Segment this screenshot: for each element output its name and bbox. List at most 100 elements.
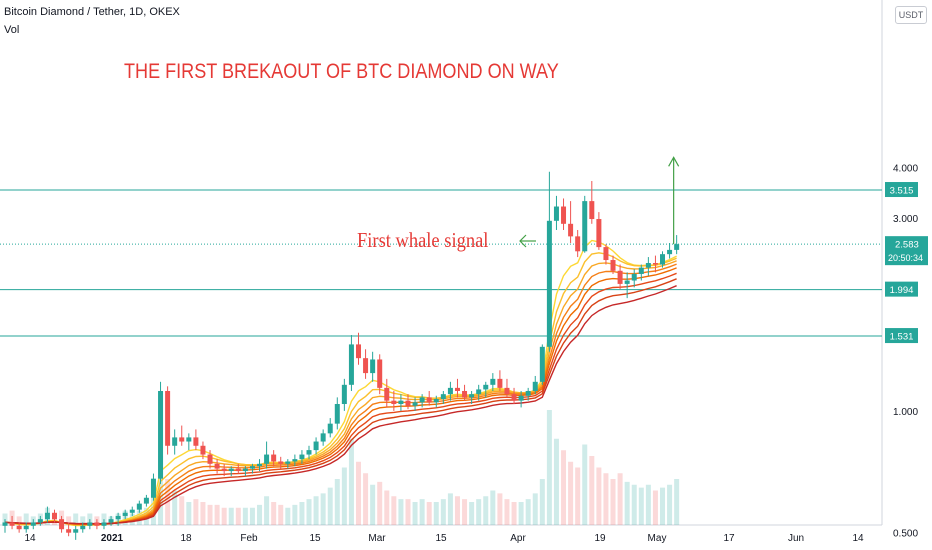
ema-ribbon	[4, 239, 677, 527]
level-label-bg	[885, 281, 918, 297]
time-tick-label: 2021	[101, 533, 124, 544]
volume-bar	[179, 496, 185, 525]
candle	[341, 378, 347, 411]
volume-bar	[667, 484, 673, 525]
candle	[497, 370, 503, 391]
candle-body	[122, 512, 128, 516]
candle-body	[285, 461, 291, 464]
candle	[264, 441, 270, 469]
time-tick-label: 15	[309, 533, 321, 544]
volume-bar	[652, 490, 658, 525]
candle	[377, 354, 383, 395]
volume-bar	[200, 502, 206, 525]
candle-body	[271, 454, 277, 462]
candle	[136, 500, 142, 513]
price-tick-label: 1.000	[893, 407, 918, 418]
volume-bar	[454, 496, 460, 525]
volume-bar	[631, 484, 637, 525]
candle-body	[165, 390, 171, 446]
candle	[363, 349, 369, 379]
candle-body	[51, 512, 57, 520]
candle	[454, 378, 460, 398]
volume-bar	[433, 502, 439, 525]
time-tick-label: 19	[594, 533, 606, 544]
candle-body	[30, 522, 36, 526]
candle	[214, 459, 220, 474]
candle-body	[242, 468, 248, 472]
candle	[596, 212, 602, 250]
time-tick-label: May	[648, 533, 667, 544]
candle-body	[645, 263, 651, 268]
candle	[80, 522, 86, 533]
time-tick-label: 15	[435, 533, 447, 544]
candle-body	[638, 267, 644, 274]
candle-body	[356, 344, 361, 359]
candle	[94, 519, 100, 530]
candle-body	[426, 397, 432, 403]
candle-body	[44, 512, 50, 520]
candle	[334, 397, 340, 430]
candle-body	[589, 201, 595, 220]
candle-body	[80, 525, 86, 530]
candle-body	[299, 454, 305, 460]
whale-arrow	[519, 234, 536, 248]
candle	[568, 201, 574, 244]
volume-bar	[370, 484, 376, 525]
candle	[589, 181, 595, 224]
volume-bar	[299, 502, 305, 525]
volume-bar	[320, 493, 326, 525]
volume-bar	[440, 499, 446, 525]
candle-body	[94, 522, 100, 526]
candle-body	[186, 437, 192, 442]
candle-body	[419, 397, 425, 403]
volume-bar	[221, 507, 227, 525]
candle	[37, 515, 43, 526]
candle	[370, 351, 376, 382]
candle	[306, 445, 312, 460]
candle	[108, 515, 114, 526]
level-label-bg	[885, 328, 918, 344]
candle-body	[37, 519, 43, 523]
candle	[2, 519, 8, 533]
volume-bar	[285, 507, 291, 525]
volume-bar	[483, 496, 489, 525]
volume-bar	[582, 444, 588, 525]
arrow-head	[668, 156, 680, 167]
candle	[553, 195, 559, 230]
volume-bar	[490, 490, 496, 525]
candle	[257, 459, 263, 472]
candle	[278, 456, 284, 469]
candle-body	[624, 280, 630, 284]
volume-bar	[561, 450, 567, 525]
volume-bar	[278, 504, 284, 525]
volume-bar	[447, 493, 453, 525]
volume-bar	[405, 499, 411, 525]
candle	[384, 378, 390, 408]
candle	[59, 515, 65, 533]
volume-bar	[73, 513, 79, 525]
candle	[440, 390, 446, 405]
candle-body	[348, 344, 354, 385]
volume-bar	[363, 473, 369, 525]
candle	[271, 450, 277, 467]
time-tick-label: 17	[723, 533, 735, 544]
candle-body	[158, 390, 164, 479]
volume-bar	[419, 499, 425, 525]
ema-line	[4, 285, 677, 525]
candle	[73, 525, 79, 540]
price-tick-label: 4.000	[893, 163, 918, 174]
whale-arrow-head	[519, 234, 527, 248]
candle-body	[469, 394, 475, 398]
candle	[582, 195, 588, 253]
volume-bar	[511, 502, 517, 525]
volume-bar	[186, 502, 192, 525]
candle	[504, 378, 510, 398]
volume-bar	[377, 481, 383, 525]
candle	[391, 390, 397, 411]
volume-bar	[398, 499, 404, 525]
candle	[348, 335, 354, 391]
candle-body	[108, 519, 114, 523]
volume-bar	[645, 484, 651, 525]
currency-button[interactable]: USDT	[895, 6, 927, 24]
